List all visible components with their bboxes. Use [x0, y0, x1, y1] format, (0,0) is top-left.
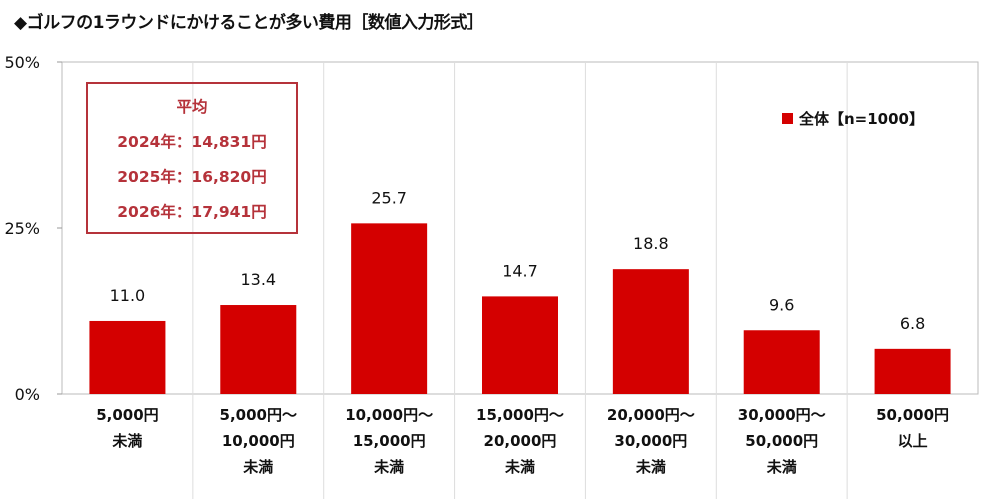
legend-label: 全体【n=1000】 — [799, 110, 924, 128]
y-tick-label: 25% — [4, 219, 40, 238]
bar — [351, 223, 428, 394]
x-tick-label: 30,000円 — [614, 432, 687, 450]
average-box: 平均 2024年：14,831円 2025年：16,820円 2026年：17,… — [86, 82, 298, 234]
x-tick-label: 15,000円～ — [476, 406, 564, 424]
chart-title: ◆ゴルフの1ラウンドにかけることが多い費用［数値入力形式］ — [14, 13, 484, 33]
data-label: 25.7 — [371, 188, 407, 207]
x-tick-label: 5,000円～ — [220, 406, 297, 424]
x-tick-label: 未満 — [242, 458, 273, 476]
y-tick-label: 0% — [15, 385, 40, 404]
x-tick-label: 20,000円 — [484, 432, 557, 450]
x-tick-label: 以上 — [898, 432, 928, 450]
bar — [482, 296, 558, 394]
bar — [220, 305, 297, 394]
legend: 全体【n=1000】 — [782, 108, 924, 129]
data-label: 13.4 — [240, 270, 276, 289]
x-tick-label: 未満 — [373, 458, 404, 476]
y-tick-label: 50% — [4, 53, 40, 72]
data-label: 14.7 — [502, 261, 538, 280]
x-tick-label: 20,000円～ — [607, 406, 695, 424]
x-tick-label: 10,000円 — [222, 432, 295, 450]
x-tick-label: 未満 — [766, 458, 797, 476]
bar — [743, 330, 820, 394]
bar — [89, 320, 166, 394]
x-tick-label: 未満 — [504, 458, 535, 476]
bar — [612, 269, 689, 394]
x-tick-label: 30,000円～ — [738, 406, 826, 424]
average-heading: 平均 — [176, 98, 208, 116]
data-label: 6.8 — [900, 314, 925, 333]
x-tick-label: 5,000円 — [96, 406, 158, 424]
x-tick-label: 未満 — [111, 432, 142, 450]
x-tick-label: 10,000円～ — [345, 406, 433, 424]
average-2026: 2026年：17,941円 — [117, 203, 267, 221]
x-tick-label: 50,000円 — [745, 432, 818, 450]
legend-swatch — [782, 113, 793, 124]
bar — [874, 348, 951, 394]
average-2024: 2024年：14,831円 — [117, 133, 267, 151]
x-tick-label: 未満 — [635, 458, 666, 476]
x-tick-label: 50,000円 — [876, 406, 949, 424]
data-label: 11.0 — [110, 286, 146, 305]
data-label: 18.8 — [633, 234, 669, 253]
data-label: 9.6 — [769, 295, 794, 314]
average-2025: 2025年：16,820円 — [117, 168, 267, 186]
x-tick-label: 15,000円 — [353, 432, 426, 450]
